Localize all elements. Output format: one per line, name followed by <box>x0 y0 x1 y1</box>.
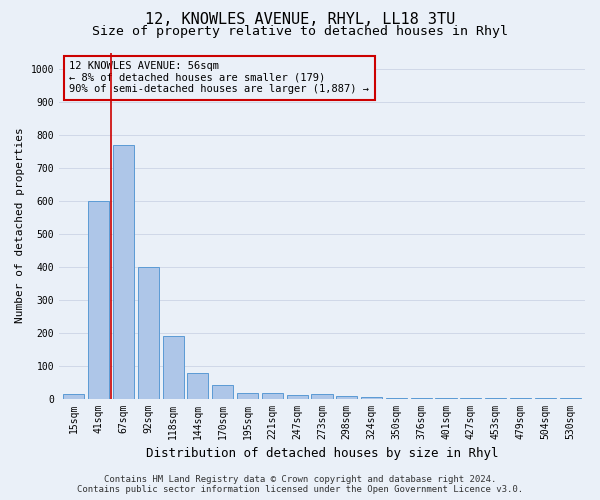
Bar <box>311 394 332 398</box>
Text: Contains HM Land Registry data © Crown copyright and database right 2024.
Contai: Contains HM Land Registry data © Crown c… <box>77 474 523 494</box>
Bar <box>262 393 283 398</box>
Bar <box>187 373 208 398</box>
Text: 12, KNOWLES AVENUE, RHYL, LL18 3TU: 12, KNOWLES AVENUE, RHYL, LL18 3TU <box>145 12 455 28</box>
Bar <box>336 396 358 398</box>
Y-axis label: Number of detached properties: Number of detached properties <box>15 128 25 324</box>
Bar <box>237 392 258 398</box>
X-axis label: Distribution of detached houses by size in Rhyl: Distribution of detached houses by size … <box>146 447 498 460</box>
Bar <box>287 396 308 398</box>
Bar <box>113 145 134 399</box>
Bar <box>88 201 109 398</box>
Bar <box>138 266 159 398</box>
Bar <box>63 394 85 398</box>
Bar <box>212 386 233 398</box>
Text: 12 KNOWLES AVENUE: 56sqm
← 8% of detached houses are smaller (179)
90% of semi-d: 12 KNOWLES AVENUE: 56sqm ← 8% of detache… <box>70 61 370 94</box>
Text: Size of property relative to detached houses in Rhyl: Size of property relative to detached ho… <box>92 25 508 38</box>
Bar <box>361 397 382 398</box>
Bar <box>163 336 184 398</box>
